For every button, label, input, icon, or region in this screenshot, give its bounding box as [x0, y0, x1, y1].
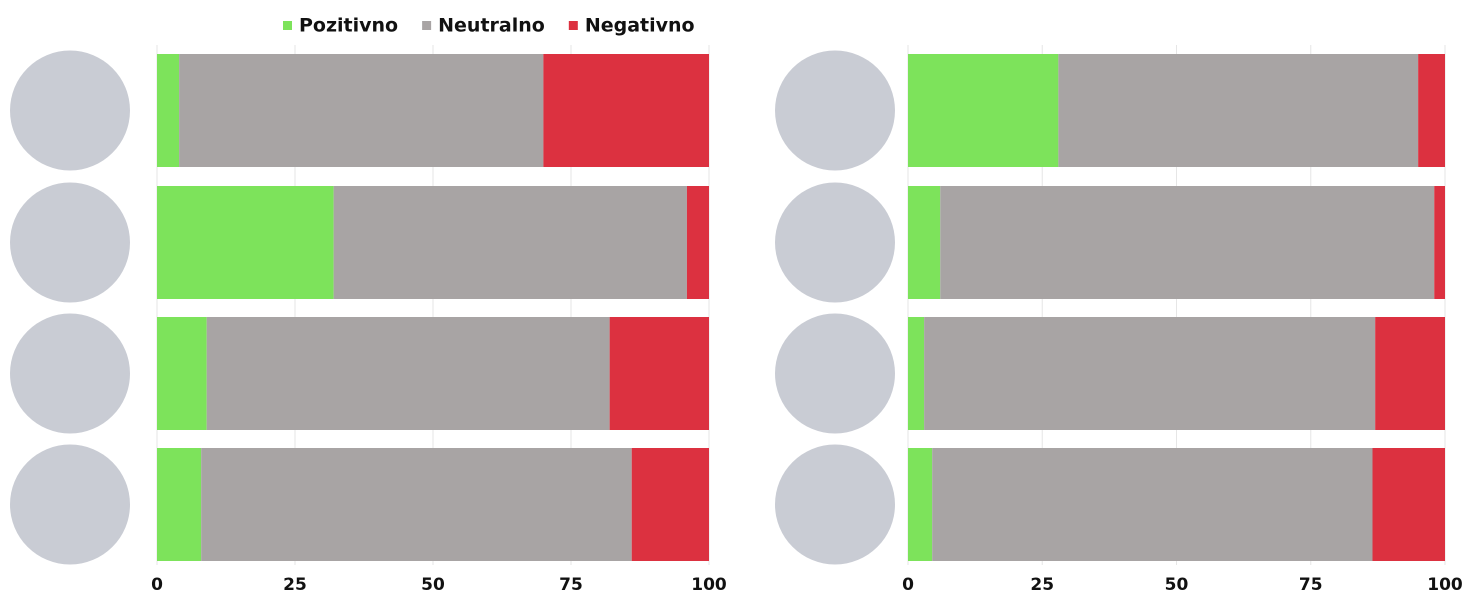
- chart: 0 25 50 75 100 0 25 50 75 100 Pozitivno Neutralno Ne…: [0, 0, 1464, 591]
- legend-swatch: [283, 21, 292, 30]
- x-tick-label: 75: [1299, 575, 1323, 591]
- bar-segment: [908, 448, 932, 561]
- legend-swatch: [422, 21, 431, 30]
- x-tick-label: 50: [1165, 575, 1189, 591]
- x-tick-label: 50: [421, 575, 445, 591]
- bar-segment: [201, 448, 632, 561]
- legend-label: Pozitivno: [299, 15, 398, 37]
- x-tick-label: 25: [1030, 575, 1054, 591]
- bar-segment: [1418, 54, 1445, 167]
- bar-segment: [932, 448, 1372, 561]
- bar-segment: [207, 317, 610, 430]
- bar-segment: [908, 54, 1058, 167]
- bar-segment: [179, 54, 543, 167]
- x-tick-label: 100: [1427, 575, 1463, 591]
- x-tick-label: 0: [151, 575, 163, 591]
- bar-segment: [157, 317, 207, 430]
- avatar: [10, 314, 130, 434]
- bar-segment: [908, 317, 924, 430]
- bar-segment: [1373, 448, 1445, 561]
- bar-segment: [687, 186, 709, 299]
- bar-segment: [632, 448, 709, 561]
- bar-segment: [543, 54, 709, 167]
- avatar: [775, 183, 895, 303]
- avatar: [775, 314, 895, 434]
- bar-segment: [157, 448, 201, 561]
- x-tick-label: 100: [691, 575, 727, 591]
- avatar: [10, 183, 130, 303]
- bar-segment: [908, 186, 940, 299]
- x-tick-label: 25: [283, 575, 307, 591]
- bar-segment: [157, 54, 179, 167]
- x-tick-label: 75: [559, 575, 583, 591]
- bar-segment: [1375, 317, 1445, 430]
- legend-label: Negativno: [585, 15, 695, 37]
- bar-segment: [924, 317, 1375, 430]
- bar-segment: [940, 186, 1434, 299]
- bar-segment: [334, 186, 687, 299]
- legend-swatch: [569, 21, 578, 30]
- x-tick-label: 0: [902, 575, 914, 591]
- bar-segment: [610, 317, 709, 430]
- avatar: [10, 445, 130, 565]
- legend-label: Neutralno: [438, 15, 545, 37]
- avatar: [775, 445, 895, 565]
- bar-segment: [1434, 186, 1445, 299]
- avatar: [10, 51, 130, 171]
- bar-segment: [157, 186, 334, 299]
- avatar: [775, 51, 895, 171]
- bar-segment: [1058, 54, 1418, 167]
